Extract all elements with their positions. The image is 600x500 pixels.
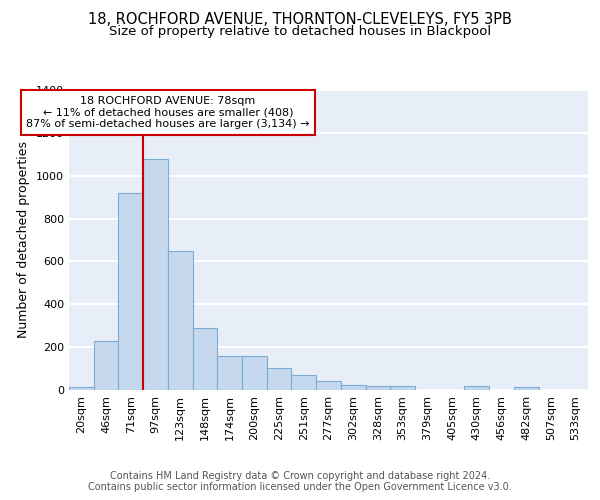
- Bar: [69, 387, 94, 390]
- Text: Size of property relative to detached houses in Blackpool: Size of property relative to detached ho…: [109, 25, 491, 38]
- Bar: [390, 386, 415, 390]
- Bar: [267, 368, 292, 390]
- Bar: [316, 382, 341, 390]
- Text: 18 ROCHFORD AVENUE: 78sqm
← 11% of detached houses are smaller (408)
87% of semi: 18 ROCHFORD AVENUE: 78sqm ← 11% of detac…: [26, 96, 310, 129]
- Bar: [118, 193, 143, 390]
- Bar: [464, 386, 489, 390]
- Text: 18, ROCHFORD AVENUE, THORNTON-CLEVELEYS, FY5 3PB: 18, ROCHFORD AVENUE, THORNTON-CLEVELEYS,…: [88, 12, 512, 28]
- Bar: [514, 387, 539, 390]
- Bar: [94, 340, 118, 390]
- Bar: [143, 158, 168, 390]
- Bar: [193, 328, 217, 390]
- Bar: [217, 356, 242, 390]
- Bar: [365, 386, 390, 390]
- Bar: [242, 356, 267, 390]
- Bar: [341, 384, 365, 390]
- Bar: [292, 375, 316, 390]
- Text: Contains HM Land Registry data © Crown copyright and database right 2024.
Contai: Contains HM Land Registry data © Crown c…: [88, 471, 512, 492]
- Bar: [168, 250, 193, 390]
- Y-axis label: Number of detached properties: Number of detached properties: [17, 142, 31, 338]
